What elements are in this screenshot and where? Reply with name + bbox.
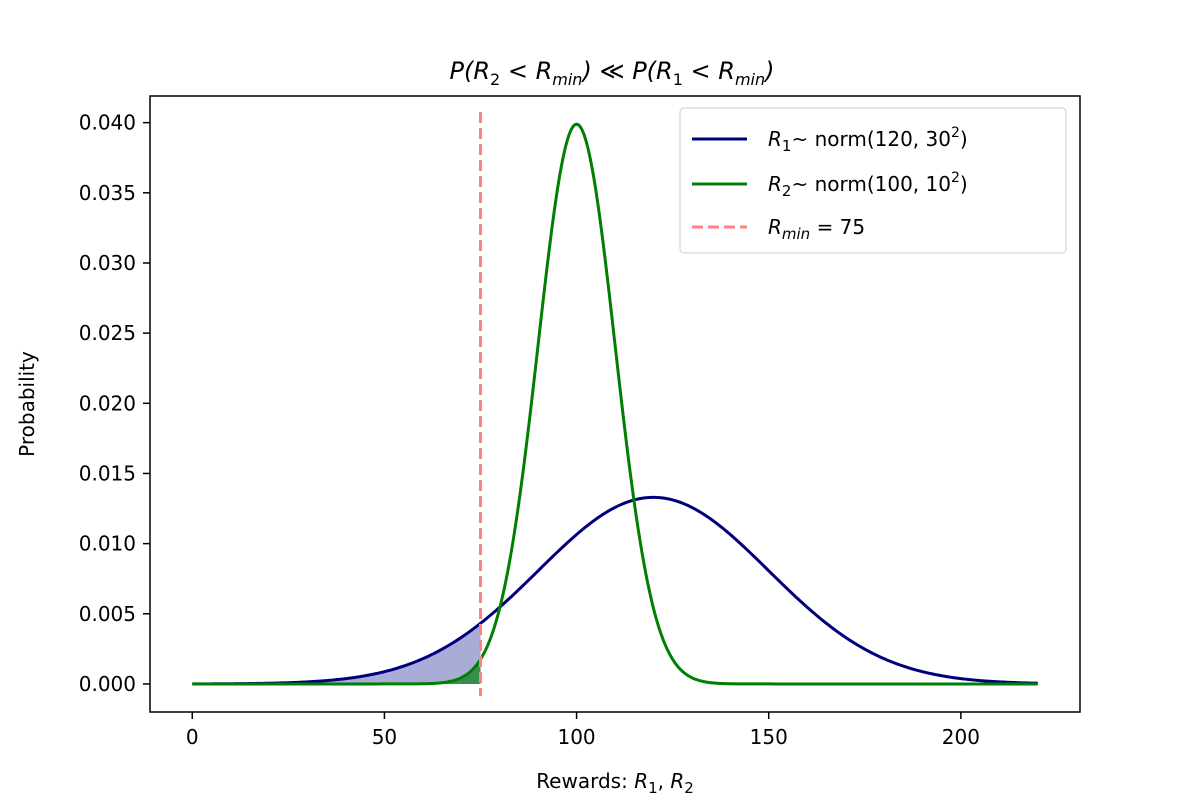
series-line-2 <box>192 122 1038 686</box>
series-lines <box>192 122 1038 686</box>
series-line-1 <box>192 495 1038 686</box>
y-tick-label: 0.030 <box>79 251 136 275</box>
y-axis-label: Probability <box>15 351 39 457</box>
tail-fills <box>192 623 481 684</box>
x-tick-label: 150 <box>750 725 788 749</box>
x-tick-label: 200 <box>942 725 980 749</box>
y-tick-label: 0.010 <box>79 532 136 556</box>
legend-label-r1: R1~ norm(120, 302) <box>768 125 968 155</box>
y-tick-label: 0.035 <box>79 181 136 205</box>
y-tick-label: 0.020 <box>79 391 136 415</box>
y-tick-label: 0.025 <box>79 321 136 345</box>
y-tick-label: 0.015 <box>79 461 136 485</box>
y-tick-label: 0.000 <box>79 672 136 696</box>
x-tick-label: 0 <box>186 725 199 749</box>
legend: R1~ norm(120, 302) R2~ norm(100, 102) Rm… <box>679 107 1067 254</box>
tail-fill-series-1 <box>192 623 481 684</box>
chart-title: P(R2 < Rmin) ≪ P(R1 < Rmin) <box>449 57 774 89</box>
x-tick-label: 50 <box>372 725 397 749</box>
y-tick-label: 0.005 <box>79 602 136 626</box>
y-tick-label: 0.040 <box>79 111 136 135</box>
legend-label-r2: R2~ norm(100, 102) <box>768 170 968 200</box>
x-axis-label: Rewards: R1, R2 <box>536 769 694 797</box>
x-tick-label: 100 <box>557 725 595 749</box>
y-axis-ticks: 0.000 0.005 0.010 0.015 0.020 0.025 0.030 0.035… <box>79 111 150 696</box>
x-axis-ticks: 0 50 100 150 200 <box>186 712 980 749</box>
legend-box <box>679 107 1067 254</box>
legend-label-rmin: Rmin = 75 <box>768 215 865 243</box>
